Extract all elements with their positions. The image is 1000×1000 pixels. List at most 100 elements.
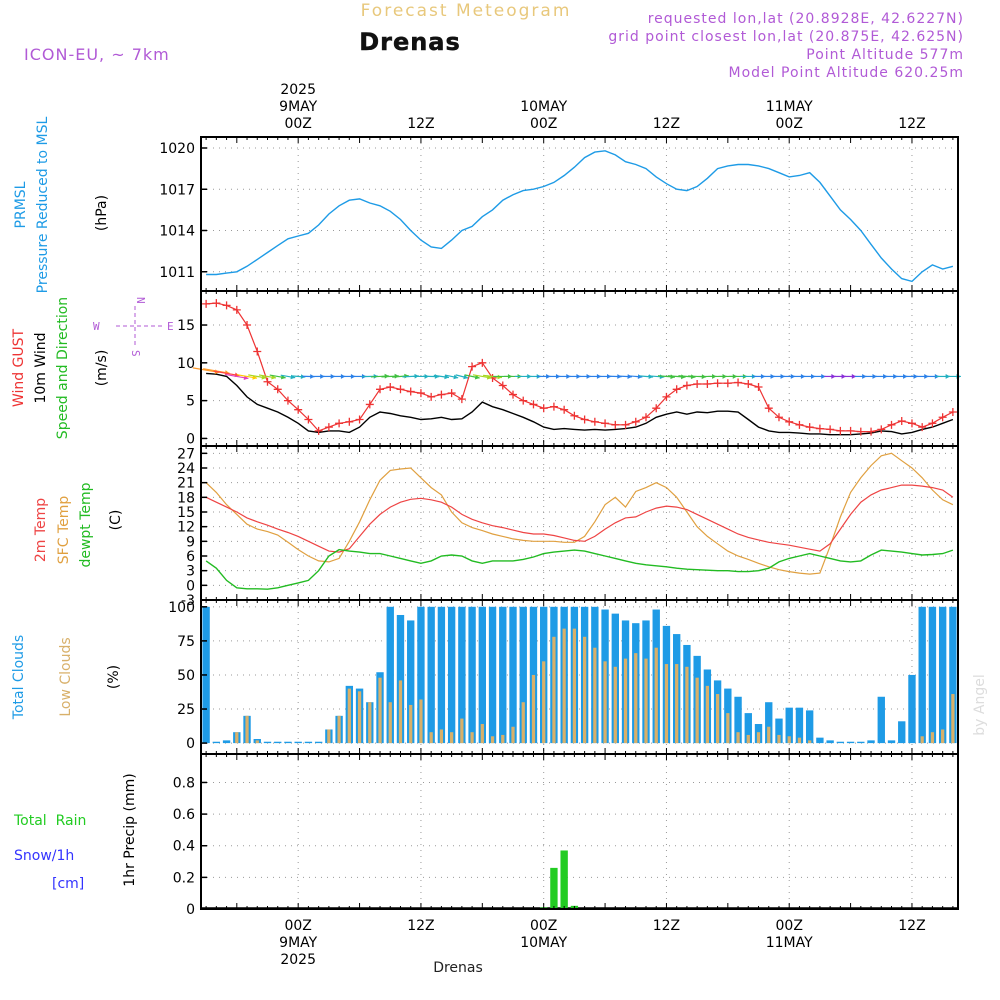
y-tick-label: 75 bbox=[177, 634, 195, 650]
gust-marker bbox=[611, 420, 620, 429]
gust-marker bbox=[774, 413, 783, 422]
pressure-line bbox=[206, 150, 954, 283]
gust-marker bbox=[365, 400, 374, 409]
y-tick-label: 5 bbox=[186, 394, 195, 410]
gust-marker bbox=[631, 417, 640, 426]
wind-compass: N S W E bbox=[93, 297, 174, 357]
wind-arrow-head bbox=[913, 374, 918, 379]
total-cloud-bar bbox=[846, 741, 855, 744]
gust-marker bbox=[856, 427, 865, 436]
wind-arrow-head bbox=[310, 374, 315, 379]
gust-marker bbox=[744, 380, 753, 388]
wind-arrow-head bbox=[330, 374, 336, 379]
gust-marker bbox=[457, 395, 466, 404]
total-cloud-bar bbox=[519, 606, 527, 744]
total-cloud-bar bbox=[284, 741, 292, 744]
y-tick-label: 0 bbox=[186, 736, 195, 752]
y-tick-label: 100 bbox=[168, 600, 195, 616]
low-cloud-bar bbox=[726, 713, 730, 744]
gust-marker bbox=[406, 387, 415, 396]
total-cloud-bar bbox=[417, 606, 425, 744]
low-cloud-bar bbox=[603, 661, 607, 744]
y-tick-label: 3 bbox=[186, 564, 195, 580]
gust-marker bbox=[897, 417, 906, 426]
gust-marker bbox=[641, 413, 650, 422]
low-cloud-bar bbox=[930, 732, 935, 744]
low-cloud-bar bbox=[685, 666, 689, 744]
low-cloud-bar bbox=[337, 715, 341, 744]
gust-marker bbox=[723, 379, 732, 388]
low-cloud-bar bbox=[439, 729, 444, 744]
gust-marker bbox=[734, 378, 743, 387]
total-cloud-bar bbox=[765, 702, 773, 744]
y-tick-label: 15 bbox=[177, 505, 195, 521]
compass-e: E bbox=[167, 320, 174, 333]
temp2m-label: 2m Temp bbox=[33, 498, 49, 562]
gust-marker bbox=[355, 415, 364, 424]
wind-arrow-head bbox=[903, 374, 908, 379]
low-cloud-bar bbox=[675, 664, 679, 744]
gust-marker bbox=[304, 415, 313, 424]
gust-marker bbox=[805, 423, 814, 432]
total-cloud-bar bbox=[294, 741, 302, 744]
y-tick-label: 0.2 bbox=[173, 870, 195, 886]
gust-marker bbox=[539, 404, 548, 413]
top-time-label: 00Z bbox=[284, 116, 311, 132]
y-tick-label: 0 bbox=[186, 902, 195, 918]
wind-label: 10m Wind bbox=[33, 332, 49, 403]
low-cloud-bar bbox=[235, 732, 239, 744]
sfc-temp-line bbox=[205, 452, 954, 575]
gust-marker bbox=[867, 427, 876, 436]
y-tick-label: 1020 bbox=[159, 141, 195, 157]
total-cloud-bar bbox=[509, 606, 517, 744]
low-cloud-bar bbox=[357, 691, 362, 744]
total-cloud-bar bbox=[887, 740, 896, 744]
bottom-time-label: 12Z bbox=[898, 918, 925, 934]
gust-marker bbox=[396, 385, 405, 394]
pressure-label-2: Pressure Reduced to MSL bbox=[35, 116, 51, 293]
gust-marker bbox=[263, 377, 272, 386]
top-time-label: 00Z bbox=[776, 116, 803, 132]
low-cloud-bar bbox=[644, 658, 648, 744]
compass-s: S bbox=[129, 350, 142, 357]
wind-arrow-head bbox=[780, 374, 785, 379]
info-line-1: requested lon,lat (20.8928E, 42.6227N) bbox=[648, 11, 964, 27]
snow-unit-label: [cm] bbox=[52, 876, 84, 892]
low-cloud-bar bbox=[941, 729, 945, 744]
low-cloud-bar bbox=[634, 653, 638, 744]
total-cloud-bar bbox=[222, 740, 231, 744]
gust-marker bbox=[826, 425, 835, 434]
low-cloud-bar bbox=[521, 702, 525, 744]
top-time-label: 11MAY bbox=[766, 99, 813, 115]
gust-marker bbox=[324, 423, 333, 432]
total-cloud-bar bbox=[775, 718, 783, 744]
gust-marker bbox=[907, 419, 916, 428]
low-cloud-bar bbox=[808, 740, 812, 744]
total-cloud-bar bbox=[805, 710, 814, 744]
gust-marker bbox=[427, 392, 436, 401]
wind-arrow-head bbox=[883, 374, 888, 379]
low-cloud-bar bbox=[419, 699, 423, 744]
y-tick-label: 0.6 bbox=[173, 807, 195, 823]
y-tick-label: 0 bbox=[186, 578, 195, 594]
dewpt-line bbox=[205, 548, 954, 590]
temp2m-line bbox=[205, 484, 954, 553]
low-cloud-bar bbox=[756, 732, 761, 744]
footer-location: Drenas bbox=[433, 960, 483, 976]
bottom-time-label: 2025 bbox=[280, 952, 316, 968]
low-cloud-bar bbox=[368, 702, 372, 744]
location-title: Drenas bbox=[359, 28, 461, 56]
y-tick-label: 18 bbox=[177, 490, 195, 506]
wind-arrow-head bbox=[453, 374, 459, 380]
total-cloud-bar bbox=[857, 741, 865, 744]
wind-arrow-head bbox=[340, 374, 346, 379]
gust-marker bbox=[202, 299, 211, 308]
snow-label: Snow/1h bbox=[14, 848, 74, 864]
wind-arrow-head bbox=[790, 374, 796, 379]
bottom-time-label: 12Z bbox=[653, 918, 680, 934]
panel-frames bbox=[200, 136, 959, 910]
gust-marker bbox=[662, 392, 671, 401]
wind-line bbox=[206, 372, 954, 436]
total-cloud-bar bbox=[836, 741, 845, 744]
total-cloud-bar bbox=[898, 721, 906, 744]
